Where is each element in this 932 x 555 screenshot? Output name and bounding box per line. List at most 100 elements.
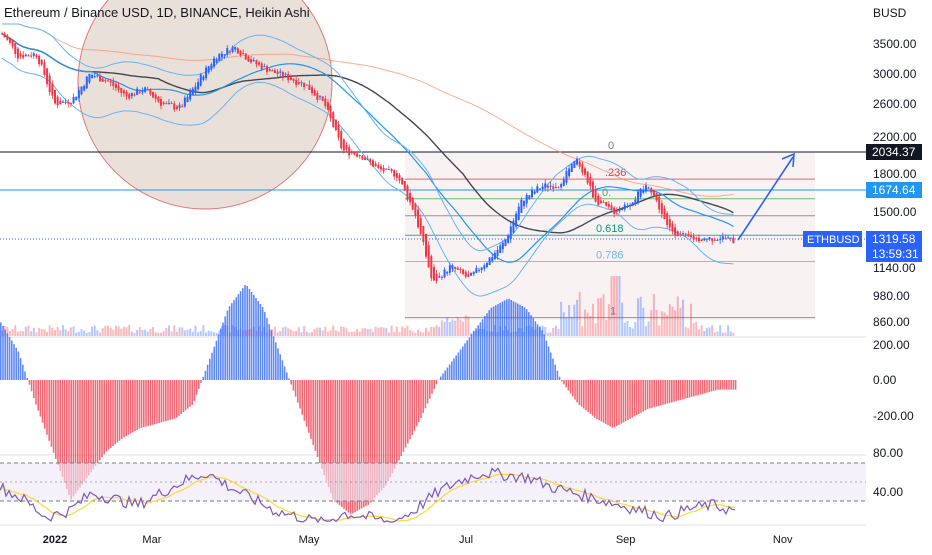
histogram-bar xyxy=(48,380,50,441)
histogram-bar xyxy=(609,380,611,426)
volume-bar xyxy=(409,330,411,336)
histogram-bar xyxy=(15,348,17,380)
candle-body xyxy=(314,90,316,95)
volume-bar xyxy=(457,317,459,336)
candle-body xyxy=(730,237,732,238)
histogram-bar xyxy=(145,380,147,427)
histogram-bar xyxy=(499,303,501,380)
histogram-bar xyxy=(20,358,22,380)
volume-bar xyxy=(438,327,440,336)
volume-bar xyxy=(722,333,724,336)
histogram-bar xyxy=(257,301,259,380)
histogram-bar xyxy=(88,380,90,475)
candle-body xyxy=(102,79,104,82)
histogram-bar xyxy=(473,331,475,380)
candle-body xyxy=(568,168,570,176)
histogram-bar xyxy=(579,380,581,405)
volume-bar xyxy=(449,322,451,336)
histogram-bar xyxy=(590,380,592,414)
candle-body xyxy=(438,276,440,277)
histogram-bar xyxy=(240,291,242,380)
volume-bar xyxy=(319,328,321,336)
histogram-bar xyxy=(506,299,508,380)
candle-body xyxy=(173,103,175,109)
candle-body xyxy=(555,187,557,188)
candle-body xyxy=(340,131,342,148)
candle-body xyxy=(49,76,51,93)
candle-body xyxy=(536,186,538,192)
histogram-bar xyxy=(220,329,222,380)
candle-body xyxy=(420,218,422,234)
candle-body xyxy=(300,82,302,83)
histogram-bar xyxy=(460,349,462,380)
volume-bar xyxy=(285,327,287,336)
price-tick: 3000.00 xyxy=(873,67,917,81)
volume-bar xyxy=(709,327,711,336)
price-axis-pane[interactable] xyxy=(866,0,932,550)
volume-bar xyxy=(420,332,422,336)
candle-body xyxy=(679,234,681,235)
candle-body xyxy=(489,258,491,265)
histogram-bar xyxy=(44,380,46,429)
histogram-bar xyxy=(97,380,99,463)
price-tick: 1500.00 xyxy=(873,205,917,219)
price-tick: 2600.00 xyxy=(873,97,917,111)
volume-bar xyxy=(38,328,40,336)
volume-bar xyxy=(587,313,589,336)
histogram-bar xyxy=(550,353,552,380)
histogram-bar xyxy=(717,380,719,390)
histogram-bar xyxy=(202,377,204,380)
symbol-badge-text: ETHBUSD xyxy=(807,234,860,246)
candle-body xyxy=(406,186,408,200)
fib-label: 0. xyxy=(602,187,611,199)
histogram-bar xyxy=(121,380,123,439)
volume-bar xyxy=(187,330,189,336)
volume-bar xyxy=(441,320,443,336)
volume-bar xyxy=(70,327,72,336)
candle-body xyxy=(446,272,448,273)
volume-bar xyxy=(91,327,93,336)
volume-bar xyxy=(385,328,387,336)
candle-body xyxy=(618,209,620,211)
candle-body xyxy=(266,66,268,72)
candle-body xyxy=(526,195,528,204)
histogram-bar xyxy=(114,380,116,444)
histogram-bar xyxy=(565,380,567,387)
histogram-bar xyxy=(427,380,429,403)
candle-body xyxy=(589,177,591,186)
histogram-bar xyxy=(213,347,215,380)
candle-body xyxy=(165,103,167,104)
candle-body xyxy=(528,195,530,199)
volume-bar xyxy=(73,326,75,336)
volume-bar xyxy=(664,312,666,336)
candle-body xyxy=(282,72,284,77)
histogram-bar xyxy=(211,353,213,380)
histogram-bar xyxy=(583,380,585,409)
histogram-bar xyxy=(660,380,662,405)
histogram-bar xyxy=(563,380,565,384)
volume-bar xyxy=(51,328,53,336)
volume-bar xyxy=(558,329,560,336)
volume-bar xyxy=(33,328,35,336)
histogram-bar xyxy=(605,380,607,424)
candle-body xyxy=(359,155,361,156)
histogram-bar xyxy=(508,299,510,380)
candle-body xyxy=(81,87,83,95)
candle-body xyxy=(75,97,77,101)
candle-body xyxy=(361,156,363,160)
candle-body xyxy=(658,197,660,210)
candle-body xyxy=(22,55,24,58)
histogram-bar xyxy=(92,380,94,469)
histogram-bar xyxy=(548,347,550,380)
histogram-bar xyxy=(108,380,110,450)
candle-body xyxy=(287,74,289,80)
histogram-bar xyxy=(187,380,189,409)
histogram-bar xyxy=(18,352,20,380)
candle-body xyxy=(255,60,257,64)
candle-body xyxy=(563,180,565,186)
volume-bar xyxy=(192,332,194,336)
histogram-bar xyxy=(414,380,416,431)
candle-body xyxy=(656,193,658,201)
volume-bar xyxy=(454,321,456,336)
